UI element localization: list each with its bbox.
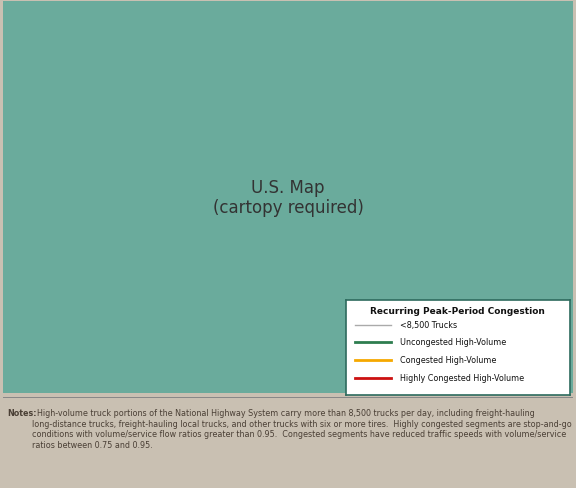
Text: Uncongested High-Volume: Uncongested High-Volume	[400, 338, 506, 346]
Text: Notes:: Notes:	[7, 408, 37, 418]
Text: U.S. Map
(cartopy required): U.S. Map (cartopy required)	[213, 178, 363, 217]
Text: Highly Congested High-Volume: Highly Congested High-Volume	[400, 374, 524, 383]
Text: Congested High-Volume: Congested High-Volume	[400, 356, 496, 365]
Text: Recurring Peak-Period Congestion: Recurring Peak-Period Congestion	[370, 307, 545, 316]
Text: High-volume truck portions of the National Highway System carry more than 8,500 : High-volume truck portions of the Nation…	[32, 408, 571, 448]
Text: <8,500 Trucks: <8,500 Trucks	[400, 320, 457, 329]
